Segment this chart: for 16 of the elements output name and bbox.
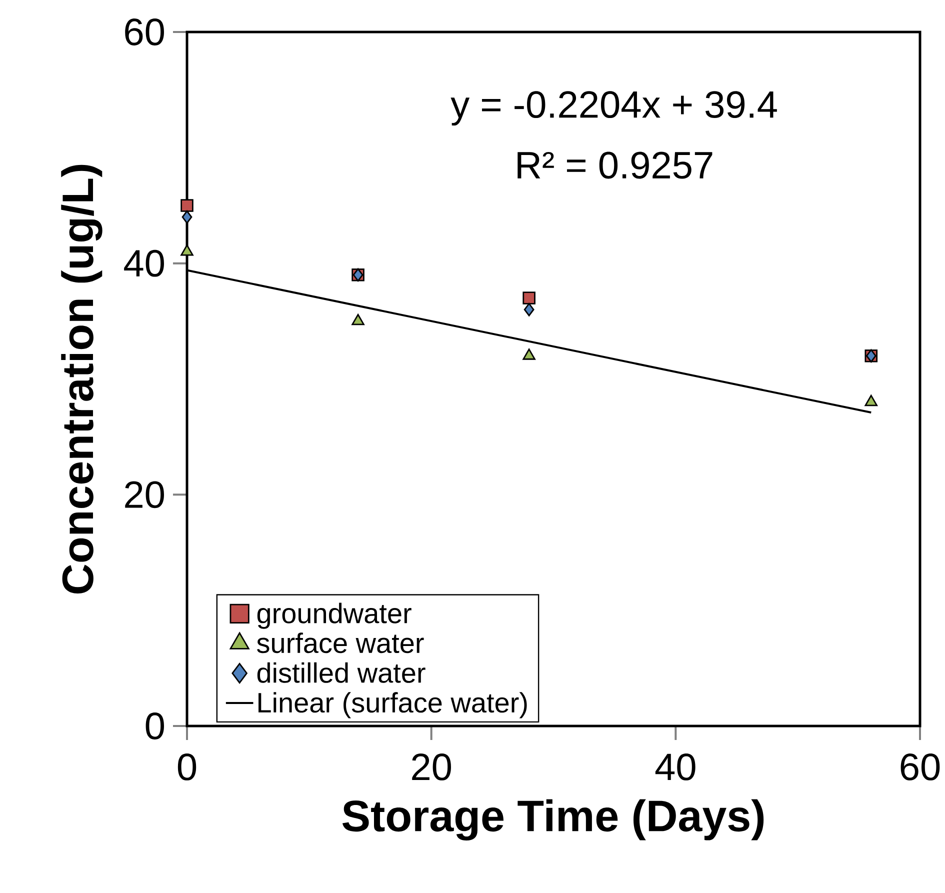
x-tick-label: 0 (178, 754, 196, 780)
y-tick-label: 20 (125, 481, 164, 508)
x-axis-title: Storage Time (Days) (342, 799, 764, 840)
x-tick-label: 20 (412, 754, 451, 780)
y-axis-title: Concentration (ug/L) (61, 164, 102, 594)
y-tick-label: 60 (125, 18, 164, 46)
legend-label: Linear (surface water) (258, 692, 527, 718)
x-tick-label: 60 (900, 754, 940, 780)
y-tick-label: 40 (124, 250, 164, 277)
annotation: y = -0.2204x + 39.4 (450, 91, 777, 126)
y-tick-label: 0 (146, 712, 164, 740)
legend-label: groundwater (257, 602, 412, 629)
legend-label: distilled water (257, 662, 426, 683)
legend-label: surface water (257, 632, 424, 654)
annotation: R² = 0.9257 (518, 152, 712, 179)
x-tick-label: 40 (655, 754, 696, 780)
